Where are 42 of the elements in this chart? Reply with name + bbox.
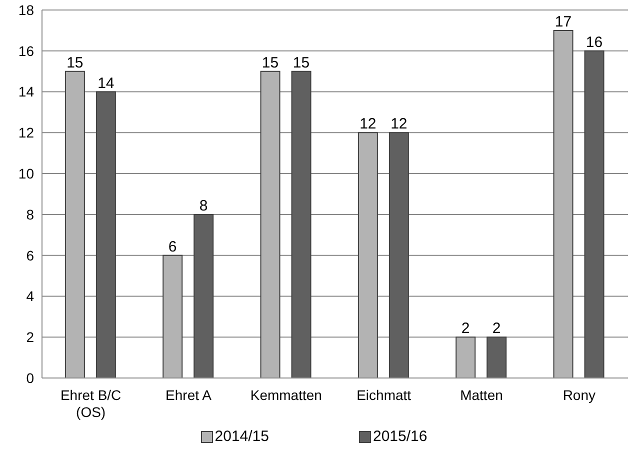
legend-label: 2014/15: [214, 428, 269, 445]
data-label: 2: [461, 320, 470, 338]
bar: [456, 336, 476, 378]
data-label: 15: [262, 54, 279, 72]
data-label: 12: [360, 116, 376, 133]
x-tick-label: Ehret B/C (OS): [60, 387, 122, 420]
data-label: 12: [390, 116, 408, 133]
y-tick-label: 18: [18, 2, 34, 18]
x-tick-label: Eichmatt: [356, 387, 412, 403]
y-tick-label: 2: [26, 329, 34, 346]
bar: [358, 132, 378, 378]
data-label: 16: [586, 34, 603, 51]
y-tick-label: 4: [26, 288, 34, 304]
bar: [64, 70, 85, 378]
bar: [162, 254, 183, 378]
y-tick-label: 12: [18, 124, 34, 141]
data-label: 15: [66, 54, 84, 72]
bar: [194, 214, 214, 378]
bar: [96, 91, 116, 378]
data-label: 17: [554, 13, 572, 30]
y-tick-label: 14: [18, 84, 34, 100]
data-label: 8: [199, 197, 208, 214]
bar: [584, 50, 604, 378]
y-tick-label: 16: [18, 42, 34, 59]
bar: [260, 70, 280, 378]
bar: [486, 336, 507, 378]
data-label: 6: [168, 238, 177, 256]
x-tick-label: Matten: [460, 387, 503, 403]
y-tick-label: 0: [26, 370, 34, 386]
y-tick-label: 8: [26, 206, 34, 222]
x-tick-label: Kemmatten: [250, 387, 322, 403]
bar: [553, 30, 574, 378]
x-tick-label: Ehret A: [166, 387, 212, 403]
y-tick-label: 6: [26, 247, 34, 264]
data-label: 14: [98, 74, 114, 92]
bar: [291, 70, 312, 378]
data-label: 2: [492, 320, 501, 338]
y-tick-label: 10: [18, 166, 34, 182]
bar: [388, 132, 409, 378]
x-tick-label: Rony: [562, 387, 596, 403]
legend-label: 2015/16: [372, 428, 428, 445]
data-label: 15: [292, 54, 310, 72]
